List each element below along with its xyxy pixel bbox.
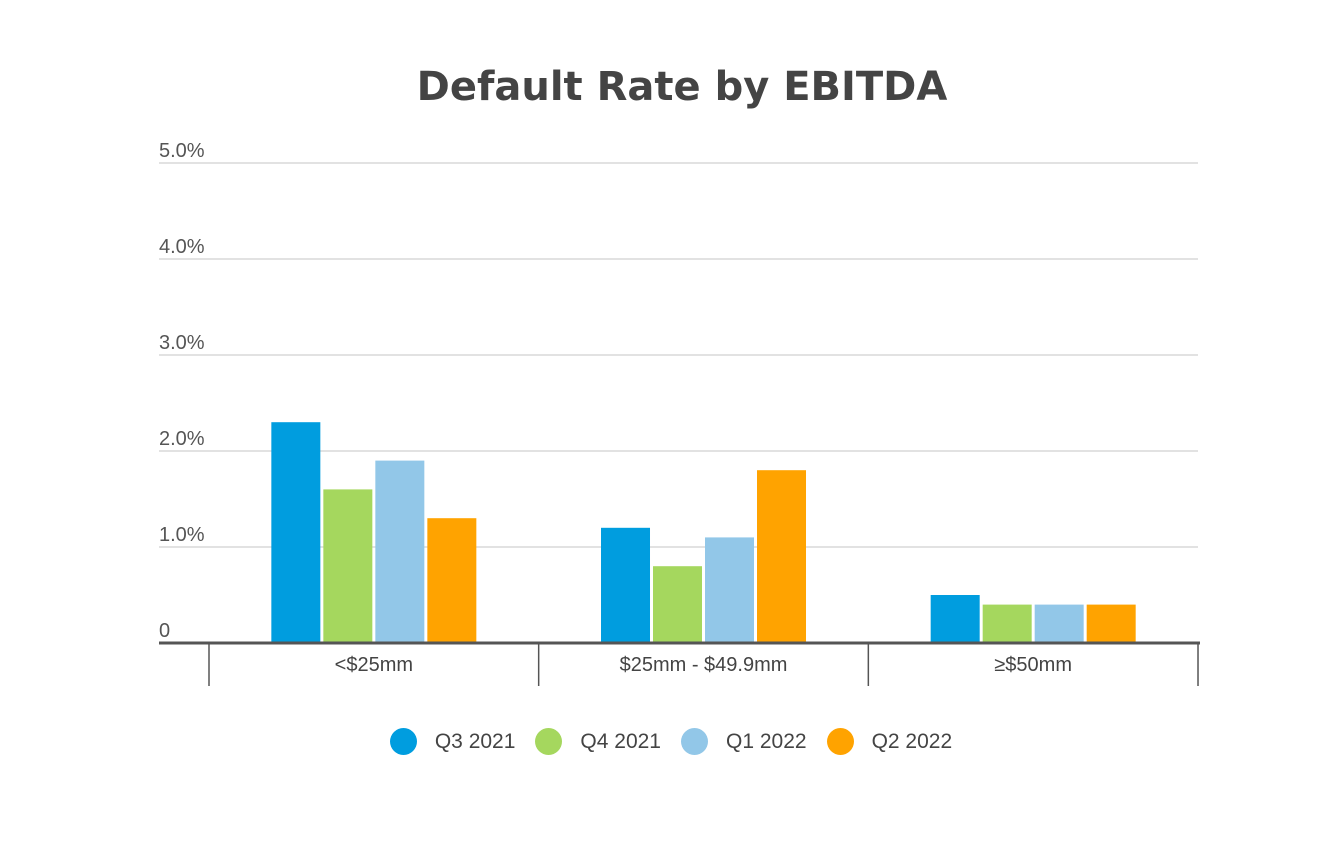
bar — [427, 518, 477, 643]
legend-item: Q2 2022 — [826, 728, 953, 755]
bar — [601, 527, 651, 643]
legend-swatch — [389, 728, 417, 755]
y-tick-label: 1.0% — [159, 524, 205, 546]
legend-label: Q3 2021 — [434, 729, 516, 753]
bar — [705, 537, 755, 643]
bar — [1034, 604, 1084, 643]
y-axis-ticks: 0 1.0% 2.0% 3.0% 4.0% 5.0% — [159, 140, 205, 642]
legend-swatch — [826, 728, 854, 755]
y-tick-label: 5.0% — [159, 140, 205, 162]
bar — [930, 595, 980, 643]
bar — [323, 489, 373, 643]
legend-label: Q4 2021 — [580, 729, 661, 753]
legend-label: Q2 2022 — [871, 729, 953, 753]
x-tick-label: ≥$50mm — [994, 654, 1072, 676]
legend-item: Q1 2022 — [681, 728, 807, 755]
legend: Q3 2021 Q4 2021 Q1 2022 Q2 2022 — [0, 728, 1338, 755]
bar — [653, 566, 703, 643]
y-tick-label: 2.0% — [159, 428, 205, 450]
y-tick-label: 3.0% — [159, 332, 205, 354]
x-axis-ticks: <$25mm $25mm - $49.9mm ≥$50mm — [335, 654, 1072, 676]
legend-swatch — [681, 728, 708, 755]
legend-swatch — [535, 728, 563, 755]
y-tick-label: 4.0% — [159, 236, 205, 258]
legend-label: Q1 2022 — [726, 729, 807, 753]
bar — [375, 460, 425, 643]
y-tick-label: 0 — [159, 620, 170, 642]
bar — [271, 422, 321, 643]
x-tick-label: <$25mm — [335, 654, 413, 676]
legend-item: Q4 2021 — [535, 728, 661, 755]
bar — [982, 604, 1032, 643]
chart-title: Default Rate by EBITDA — [416, 64, 948, 110]
x-tick-label: $25mm - $49.9mm — [620, 654, 788, 676]
legend-item: Q3 2021 — [389, 728, 516, 755]
bar — [757, 470, 807, 643]
bar — [1086, 604, 1136, 643]
bars — [271, 422, 1136, 643]
x-axis — [159, 641, 1200, 686]
